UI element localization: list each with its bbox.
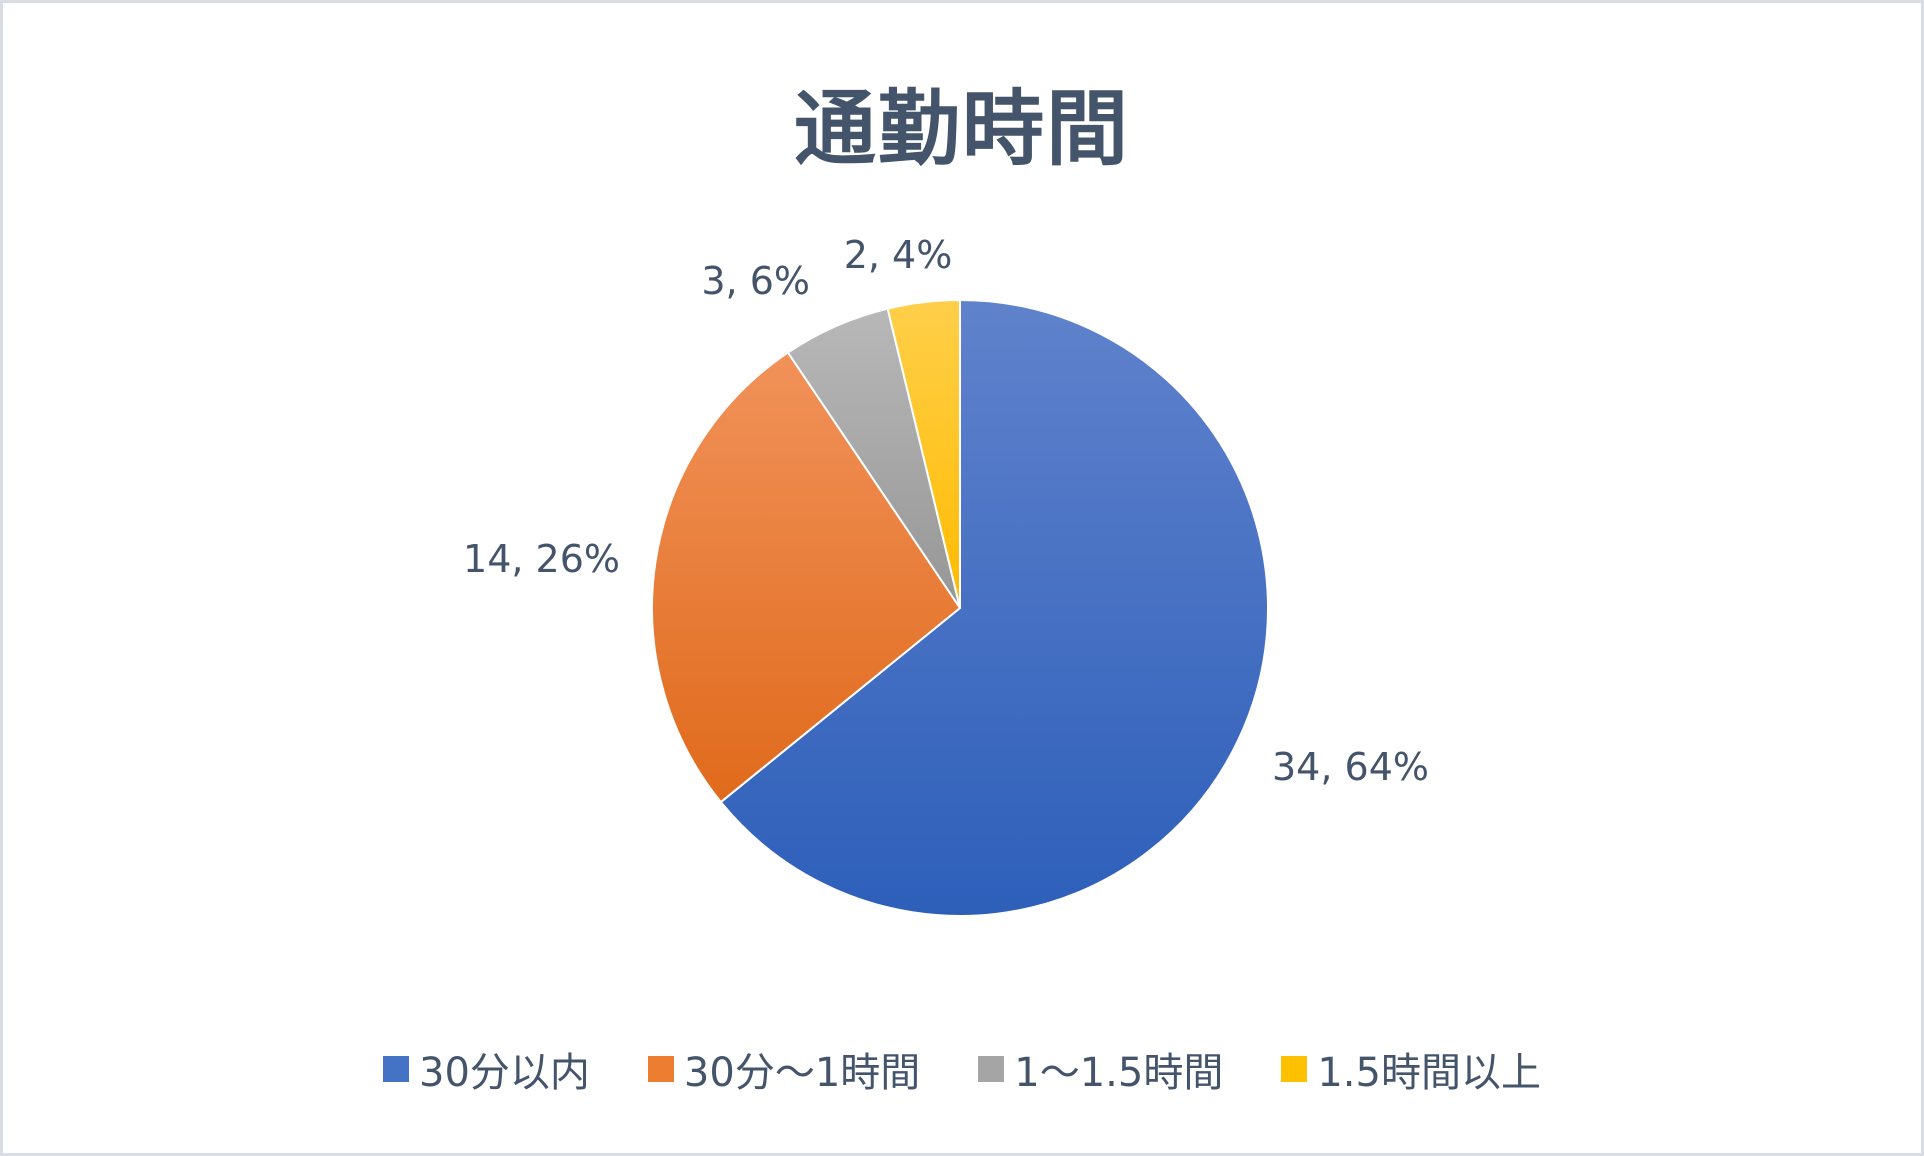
- chart-legend: 30分以内 30分～1時間 1～1.5時間 1.5時間以上: [0, 1040, 1924, 1098]
- data-label-1: 34, 64%: [1272, 745, 1429, 789]
- legend-label: 1～1.5時間: [1014, 1050, 1224, 1096]
- legend-label: 1.5時間以上: [1317, 1050, 1541, 1096]
- data-label-4: 2, 4%: [844, 233, 953, 277]
- legend-label: 30分以内: [419, 1050, 590, 1096]
- legend-swatch: [647, 1056, 674, 1082]
- data-label-3: 3, 6%: [701, 259, 810, 303]
- legend-label: 30分～1時間: [683, 1050, 921, 1096]
- legend-swatch: [383, 1056, 410, 1082]
- legend-swatch: [978, 1056, 1005, 1082]
- legend-item-3: 1～1.5時間: [978, 1040, 1223, 1098]
- chart-title: 通勤時間: [793, 82, 1130, 177]
- pie-slice-2: [651, 351, 962, 804]
- legend-swatch: [1281, 1056, 1308, 1082]
- pie-slice-4: [886, 298, 961, 609]
- legend-item-2: 30分～1時間: [647, 1040, 921, 1098]
- pie-slice-1: [719, 298, 1269, 917]
- legend-item-1: 30分以内: [383, 1040, 590, 1098]
- legend-item-4: 1.5時間以上: [1281, 1040, 1541, 1098]
- data-label-2: 14, 26%: [463, 537, 620, 581]
